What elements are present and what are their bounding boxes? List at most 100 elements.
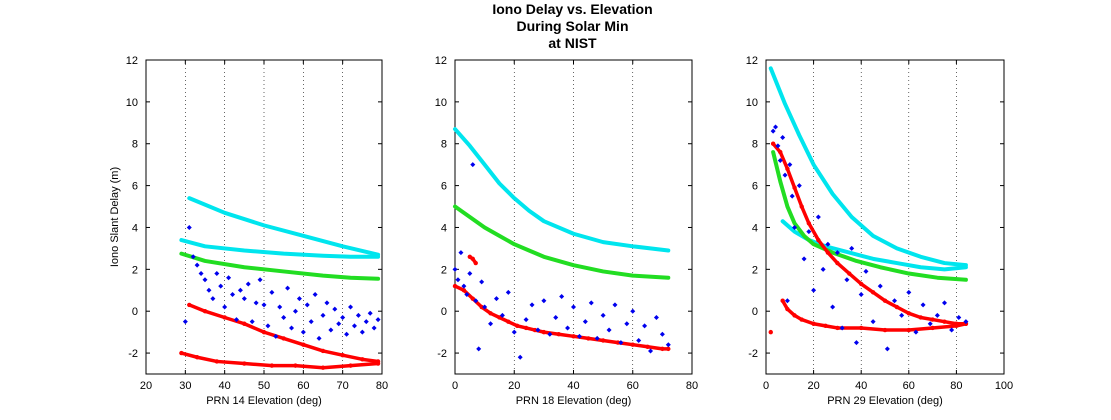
plot-2-series-4-point	[594, 335, 600, 341]
plot-2-series-2-point	[586, 336, 591, 341]
plot-3-series-3-point	[930, 317, 935, 322]
plot-1-series-5-point	[194, 262, 200, 268]
plot-1-series-4-point	[348, 363, 353, 368]
plot-2-series-1-curve	[453, 204, 671, 280]
plot-2-series-4-point	[559, 294, 565, 300]
plot-1-series-5-point	[371, 325, 377, 331]
plot-1-series-5-point	[344, 331, 350, 337]
plot-1-series-5-point	[241, 296, 247, 302]
plot-1-series-5-point	[222, 304, 228, 310]
plot-2-y-tick-label: 8	[441, 139, 447, 151]
plot-3-series-4-point	[780, 298, 785, 303]
plot-2-series-4-point	[505, 289, 511, 295]
plot-2-series-4-point	[529, 302, 535, 308]
plot-3-series-4-point	[785, 306, 790, 312]
plot-2-series-2-point	[523, 325, 529, 331]
plot-1-x-tick-label: 20	[140, 380, 152, 392]
plot-2-y-tick-label: 12	[435, 55, 447, 67]
plot-1-y-tick-label: 10	[126, 97, 138, 109]
plot-2-series-3-point	[470, 256, 475, 262]
plot-1-series-4-point	[214, 359, 219, 364]
plot-3-series-3-point	[825, 250, 831, 255]
plot-2-series-2-point	[506, 319, 511, 324]
plot-3-series-4-point	[811, 321, 816, 326]
plot-3-series-3-point	[882, 298, 888, 303]
plot-1-y-tick-label: 12	[126, 55, 138, 67]
plot-3-series-6-point	[863, 268, 869, 274]
plot-1-series-5-point	[289, 325, 295, 331]
plot-1-series-5-point	[237, 287, 243, 293]
plot-2-series-4-point	[665, 342, 671, 348]
plot-2-x-tick-label: 80	[686, 380, 698, 392]
plot-1-series-5-point	[351, 323, 357, 329]
plot-3-series-3-point	[870, 290, 876, 295]
plot-1-series-5-point	[363, 319, 369, 325]
plot-1-x-tick-label: 70	[337, 380, 349, 392]
plot-3-y-tick-label: 2	[752, 264, 758, 276]
plot-2-series-4-point	[523, 317, 529, 323]
plot-1-series-5-point	[277, 304, 283, 310]
plot-1-series-4-point	[269, 363, 275, 368]
plot-3-series-3-point	[792, 185, 797, 190]
plot-3-series-6-point	[787, 162, 793, 168]
plot-2-series-4-point	[470, 162, 476, 168]
plot-1-series-5-point	[296, 296, 302, 302]
plot-1-series-5-point	[300, 329, 306, 335]
plot-2-series-4-point	[452, 266, 458, 272]
plot-2-y-tick-label: 0	[441, 306, 447, 318]
plot-3-x-tick-label: 100	[995, 380, 1013, 392]
plot-2-y-tick-label: 6	[441, 181, 447, 193]
plot-3-series-3-point	[859, 281, 864, 287]
plot-3-series-3-point	[906, 311, 911, 316]
plot-3-series-6-point	[870, 319, 876, 325]
plot-2-series-4-point	[473, 298, 479, 304]
plot-3-series-3-point	[918, 315, 923, 320]
plot-2-series-4-point	[588, 300, 594, 306]
plot-3-series-0-curve	[768, 66, 968, 268]
plot-2-series-4-point	[488, 321, 494, 327]
plot-3-series-3-point	[778, 149, 783, 155]
plot-3-series-3-point	[770, 141, 776, 146]
plot-2-series-4-point	[606, 327, 612, 333]
chart-title: Iono Delay vs. Elevation During Solar Mi…	[0, 1, 1111, 52]
plot-1-series-5-point	[324, 300, 330, 306]
plot-1-series-5-point	[285, 285, 291, 291]
plot-2-series-2-point	[488, 311, 493, 316]
plot-2-y-tick-label: 2	[441, 264, 447, 276]
plot-2-series-2-point	[645, 344, 650, 349]
plot-2-x-axis-label: PRN 18 Elevation (deg)	[516, 395, 632, 407]
plot-3-y-tick-label: 8	[752, 139, 758, 151]
plot-3-x-tick-label: 40	[855, 380, 867, 392]
plot-3-series-3-point	[816, 237, 821, 243]
plot-2-series-0-curve	[453, 127, 671, 253]
plot-3-series-6-point	[815, 214, 821, 220]
plot-1-series-4-point	[179, 350, 184, 356]
plot-2-series-2-point	[479, 304, 484, 310]
plot-2-series-4-point	[541, 298, 547, 304]
plot-2-x-tick-label: 0	[452, 380, 458, 392]
plot-2-series-4-point	[476, 346, 482, 352]
plot-1-series-5-point	[257, 277, 263, 283]
plot-1-series-5-point	[226, 275, 232, 281]
plot-3-series-6-point	[934, 312, 940, 318]
plot-3-series-6-point	[906, 289, 912, 295]
plot-3-y-tick-label: 12	[746, 55, 758, 67]
plot-3-series-6-point	[775, 143, 781, 149]
plot-1-series-5-point	[249, 319, 255, 325]
plot-1-series-5-point	[214, 271, 220, 277]
plot-3-series-6-point	[899, 312, 905, 318]
plot-3-series-6-point	[820, 266, 826, 272]
plot-1-series-5-point	[336, 321, 342, 327]
plot-2-series-4-point	[553, 314, 559, 320]
plot-3-series-6-point	[858, 291, 864, 297]
plot-1-series-4-point	[375, 361, 381, 366]
plot-3-series-3-point	[806, 221, 812, 226]
plot-3-series-4-point	[823, 323, 828, 329]
plot-2-series-4-point	[517, 354, 523, 360]
plot-1-series-5-point	[245, 281, 251, 287]
plot-1-x-tick-label: 50	[258, 380, 270, 392]
plot-2-series-2-point	[541, 329, 547, 335]
plot-2-series-4-point	[467, 271, 473, 277]
plot-2-series-4-point	[479, 279, 485, 285]
